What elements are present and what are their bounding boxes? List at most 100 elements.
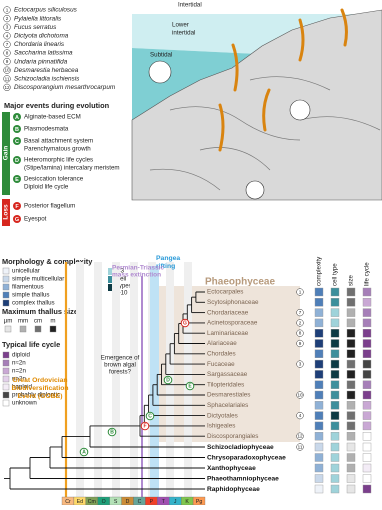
trait-square: [314, 359, 324, 369]
taxon-name: Desmarestiales: [207, 392, 250, 399]
taxon-name: Chordariaceae: [207, 309, 249, 316]
time-band: [184, 262, 192, 497]
trait-square: [346, 421, 356, 431]
legend-swatch: [2, 291, 10, 299]
number-badge: [3, 23, 11, 31]
trait-square: [314, 318, 324, 328]
rock-detail: [149, 76, 381, 191]
number-label: 11: [5, 76, 10, 81]
node-event-key: A: [82, 450, 86, 456]
trait-square: [346, 349, 356, 358]
number-badge: [3, 83, 11, 92]
legend-swatch: [2, 375, 10, 383]
rock: [131, 9, 382, 201]
legend-label: n=2n: [12, 368, 26, 375]
taxon-name: Phaeothamniophyceae: [207, 475, 279, 482]
event-badge: [13, 215, 21, 223]
legend-label: simple thallus: [12, 292, 50, 299]
trait-square: [346, 370, 356, 379]
event-key: F: [15, 204, 19, 210]
size-swatch: [4, 325, 12, 333]
time-band: [76, 262, 84, 497]
trait-square: [362, 349, 372, 358]
seaweed: [218, 8, 348, 152]
trait-square: [346, 287, 356, 297]
legend-swatch: [2, 351, 10, 359]
number-label: 11: [298, 445, 303, 450]
trait-square: [330, 453, 340, 462]
pangea-label: rifting: [156, 263, 175, 270]
number-badge: [296, 432, 304, 440]
node-event-key: F: [143, 424, 146, 430]
inset: [245, 180, 265, 200]
pangea-band: [150, 266, 159, 497]
trait-square: [362, 359, 372, 369]
taxon-name: Xanthophyceae: [207, 465, 256, 472]
node-event-key: C: [148, 414, 152, 420]
event-text: Basal attachment system: [24, 138, 93, 145]
trait-square: [346, 411, 356, 420]
number-label: 7: [299, 310, 302, 315]
gobe-label: Great Ordovician: [12, 377, 67, 384]
section-title: Maximum thallus size: [2, 307, 78, 316]
trait-square: [362, 318, 372, 328]
trait-square: [314, 421, 324, 431]
trait-square: [362, 401, 372, 410]
zone-label: intertidal: [172, 30, 195, 37]
trait-square: [330, 432, 340, 441]
species-name: Undaria pinnatifida: [14, 58, 68, 65]
number-badge: [296, 360, 304, 368]
gain-bar: [2, 112, 10, 195]
species-name: Schizocladia ischiensis: [14, 75, 80, 82]
number-badge: [296, 308, 304, 317]
trait-square: [362, 380, 372, 389]
number-label: 7: [6, 42, 9, 47]
event-text: Diploid life cycle: [24, 184, 69, 191]
event-badge: [13, 113, 21, 121]
event-key: C: [15, 139, 19, 145]
event-text: Heteromorphic life cycles: [24, 157, 93, 164]
trait-square: [330, 463, 340, 473]
event-badge: [13, 125, 21, 133]
trait-square: [346, 318, 356, 328]
event-key: A: [15, 115, 19, 121]
column-header: size: [348, 274, 355, 286]
legend-swatch: [2, 275, 10, 283]
node-event-key: B: [110, 430, 114, 436]
taxon-name: Acinetosporaceae: [207, 320, 258, 327]
period-label: K: [185, 499, 189, 505]
species-name: Pylaiella littoralis: [14, 15, 62, 22]
period-label: T: [162, 499, 166, 505]
section-title: Morphology & complexity: [2, 257, 93, 266]
trait-square: [346, 484, 356, 494]
trait-square: [330, 339, 340, 348]
trait-square: [346, 298, 356, 307]
number-label: 12: [4, 85, 10, 90]
node-event: [107, 427, 117, 437]
inset: [289, 99, 311, 121]
taxon-name: Chrysoparadoxophyceae: [207, 454, 286, 461]
trait-square: [330, 308, 340, 317]
number-label: 4: [6, 33, 9, 38]
event-text: (Stipe/lamina) intercalary meristem: [24, 165, 120, 172]
size-unit: µm: [4, 318, 13, 325]
trait-square: [346, 432, 356, 441]
trait-square: [330, 298, 340, 307]
species-name: Desmarestia herbacea: [14, 67, 79, 74]
period-label: J: [174, 499, 177, 505]
period-label: Ed: [77, 499, 83, 505]
trait-square: [330, 329, 340, 338]
column-header: complexity: [316, 256, 323, 286]
trait-square: [314, 411, 324, 420]
cell-type-low: <3: [117, 268, 125, 275]
number-badge: [3, 14, 11, 23]
trait-square: [314, 370, 324, 379]
number-badge: [296, 288, 304, 296]
taxon-name: Tilopteridales: [207, 381, 244, 388]
number-label: 12: [297, 434, 303, 439]
trait-square: [314, 298, 324, 307]
cell-type-swatch: [108, 268, 114, 275]
trait-square: [330, 484, 340, 494]
node-event: [140, 421, 150, 431]
